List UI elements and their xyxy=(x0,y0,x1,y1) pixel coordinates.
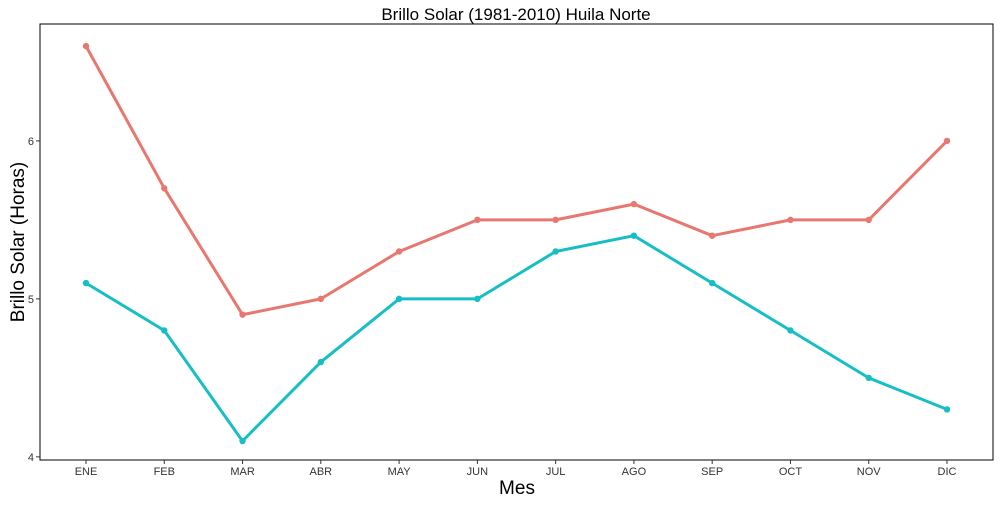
x-tick-label: JUN xyxy=(467,466,488,478)
x-tick-label: JUL xyxy=(546,466,566,478)
series-2-point xyxy=(787,327,794,334)
x-tick-label: AGO xyxy=(622,466,647,478)
series-1-point xyxy=(630,200,638,208)
series-1-point xyxy=(943,137,951,145)
y-axis-label: Brillo Solar (Horas) xyxy=(8,162,29,322)
series-2-point xyxy=(474,295,481,303)
series-1-point xyxy=(865,216,872,224)
y-axis: 4 5 6 xyxy=(28,136,40,464)
series-1-point xyxy=(161,185,168,192)
series-2-point xyxy=(630,232,638,239)
x-axis: ENE FEB MAR ABR MAY JUN JUL AGO SEP OCT NOV DIC xyxy=(75,460,957,478)
x-tick-label: MAY xyxy=(388,466,412,478)
x-tick-label: ENE xyxy=(75,466,98,478)
series-1-point xyxy=(395,248,403,255)
series-1-point xyxy=(708,232,716,239)
series-2-point xyxy=(395,295,403,303)
x-tick-label: FEB xyxy=(154,466,175,478)
y-tick-label: 6 xyxy=(28,136,34,148)
x-tick-label: NOV xyxy=(857,466,882,478)
series-2-point xyxy=(552,248,559,255)
series-1-point xyxy=(82,42,90,50)
series-2-point xyxy=(943,406,951,413)
x-tick-label: MAR xyxy=(230,466,255,478)
series-line-1 xyxy=(84,44,949,317)
series-1-point xyxy=(239,311,246,318)
series-2-point xyxy=(239,437,246,445)
series-1-point xyxy=(787,216,794,224)
x-tick-label: DIC xyxy=(938,466,957,478)
x-tick-label: OCT xyxy=(779,466,803,478)
series-layer xyxy=(82,42,951,445)
series-1-point xyxy=(317,295,325,303)
plot-panel-border xyxy=(39,23,994,461)
chart-title: Brillo Solar (1981-2010) Huila Norte xyxy=(381,5,650,24)
series-2-point xyxy=(82,279,90,287)
x-axis-label: Mes xyxy=(499,478,535,499)
x-tick-label: SEP xyxy=(701,466,723,478)
series-2-point xyxy=(161,327,168,334)
series-1-point xyxy=(552,216,559,224)
series-2-point xyxy=(865,374,872,382)
y-tick-label: 5 xyxy=(28,294,34,306)
series-2-point xyxy=(317,358,325,366)
series-1-point xyxy=(474,216,481,224)
y-tick-label: 4 xyxy=(28,452,34,464)
series-2-point xyxy=(708,279,716,287)
x-tick-label: ABR xyxy=(310,466,333,478)
series-line-2 xyxy=(84,234,949,443)
